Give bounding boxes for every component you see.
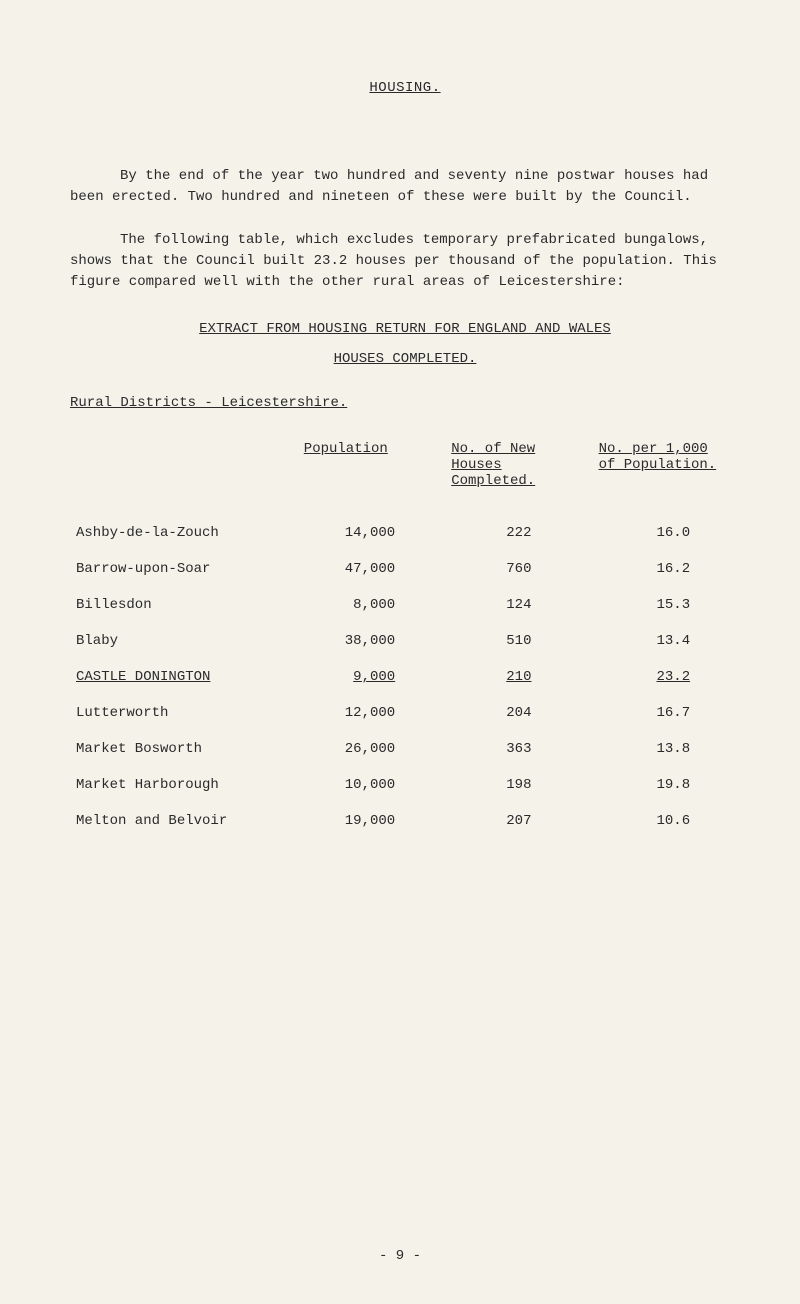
population-cell: 14,000 — [298, 515, 445, 551]
population-cell: 10,000 — [298, 767, 445, 803]
district-cell: CASTLE DONINGTON — [70, 659, 298, 695]
table-body: Ashby-de-la-Zouch14,00022216.0Barrow-upo… — [70, 497, 740, 839]
population-cell: 26,000 — [298, 731, 445, 767]
district-cell: Market Harborough — [70, 767, 298, 803]
houses-cell: 760 — [445, 551, 592, 587]
table-row: Lutterworth12,00020416.7 — [70, 695, 740, 731]
rate-cell: 19.8 — [593, 767, 740, 803]
houses-cell: 198 — [445, 767, 592, 803]
district-cell: Lutterworth — [70, 695, 298, 731]
header-rate: No. per 1,000 of Population. — [593, 433, 740, 497]
district-cell: Melton and Belvoir — [70, 803, 298, 839]
header-houses-line2: Houses — [451, 457, 586, 473]
population-cell: 8,000 — [298, 587, 445, 623]
housing-table: Population No. of New Houses Completed. … — [70, 433, 740, 839]
rate-cell: 13.4 — [593, 623, 740, 659]
header-rate-line1: No. per 1,000 — [599, 441, 734, 457]
page-number: - 9 - — [0, 1248, 800, 1264]
table-row: Market Bosworth26,00036313.8 — [70, 731, 740, 767]
rate-cell: 16.2 — [593, 551, 740, 587]
header-rate-line2: of Population. — [599, 457, 734, 473]
rate-cell: 23.2 — [593, 659, 740, 695]
district-cell: Blaby — [70, 623, 298, 659]
table-row: Blaby38,00051013.4 — [70, 623, 740, 659]
population-cell: 9,000 — [298, 659, 445, 695]
houses-cell: 210 — [445, 659, 592, 695]
population-cell: 38,000 — [298, 623, 445, 659]
houses-cell: 204 — [445, 695, 592, 731]
paragraph-2: The following table, which excludes temp… — [70, 230, 740, 293]
houses-cell: 124 — [445, 587, 592, 623]
paragraph-1: By the end of the year two hundred and s… — [70, 166, 740, 208]
region-heading: Rural Districts - Leicestershire. — [70, 395, 740, 411]
houses-cell: 510 — [445, 623, 592, 659]
sub-heading: HOUSES COMPLETED. — [70, 351, 740, 367]
population-cell: 12,000 — [298, 695, 445, 731]
rate-cell: 10.6 — [593, 803, 740, 839]
paragraph-2-text: The following table, which excludes temp… — [70, 232, 717, 290]
rate-cell: 15.3 — [593, 587, 740, 623]
table-row: Market Harborough10,00019819.8 — [70, 767, 740, 803]
table-row: CASTLE DONINGTON9,00021023.2 — [70, 659, 740, 695]
paragraph-1-text: By the end of the year two hundred and s… — [70, 168, 708, 205]
header-houses-line3: Completed. — [451, 473, 586, 489]
table-row: Barrow-upon-Soar47,00076016.2 — [70, 551, 740, 587]
header-houses: No. of New Houses Completed. — [445, 433, 592, 497]
population-cell: 47,000 — [298, 551, 445, 587]
table-row: Melton and Belvoir19,00020710.6 — [70, 803, 740, 839]
header-population-label: Population — [304, 441, 439, 457]
header-houses-line1: No. of New — [451, 441, 586, 457]
rate-cell: 16.0 — [593, 515, 740, 551]
population-cell: 19,000 — [298, 803, 445, 839]
district-cell: Market Bosworth — [70, 731, 298, 767]
houses-cell: 207 — [445, 803, 592, 839]
district-cell: Barrow-upon-Soar — [70, 551, 298, 587]
district-cell: Billesdon — [70, 587, 298, 623]
rate-cell: 13.8 — [593, 731, 740, 767]
table-row: Billesdon8,00012415.3 — [70, 587, 740, 623]
page-title: HOUSING. — [70, 80, 740, 96]
houses-cell: 363 — [445, 731, 592, 767]
section-heading: EXTRACT FROM HOUSING RETURN FOR ENGLAND … — [70, 321, 740, 337]
rate-cell: 16.7 — [593, 695, 740, 731]
table-row: Ashby-de-la-Zouch14,00022216.0 — [70, 515, 740, 551]
houses-cell: 222 — [445, 515, 592, 551]
header-population: Population — [298, 433, 445, 497]
district-cell: Ashby-de-la-Zouch — [70, 515, 298, 551]
header-district — [70, 433, 298, 497]
